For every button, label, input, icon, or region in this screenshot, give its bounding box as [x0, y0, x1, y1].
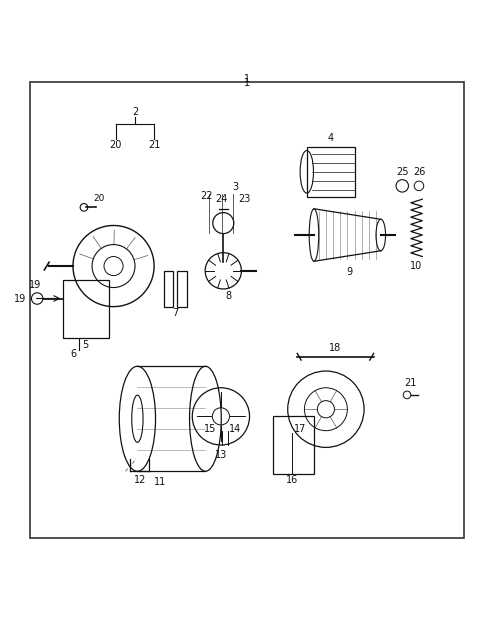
Text: 5: 5: [82, 340, 88, 350]
Text: 26: 26: [413, 167, 425, 177]
Text: 1: 1: [244, 74, 250, 84]
Text: 13: 13: [215, 449, 227, 460]
Text: 24: 24: [216, 194, 228, 204]
Text: 18: 18: [329, 343, 342, 353]
Text: 11: 11: [154, 476, 166, 487]
Text: 1: 1: [244, 78, 250, 88]
Text: 21: 21: [148, 140, 160, 150]
Text: 16: 16: [287, 475, 299, 485]
Text: 22: 22: [200, 191, 213, 201]
Text: 20: 20: [110, 140, 122, 150]
Text: 21: 21: [405, 378, 417, 388]
Text: 20: 20: [94, 194, 105, 203]
Text: 10: 10: [410, 261, 423, 271]
Text: 4: 4: [328, 133, 334, 143]
Bar: [274, 417, 314, 473]
Text: 15: 15: [204, 425, 216, 434]
Bar: [164, 271, 173, 307]
Bar: [63, 281, 109, 337]
Text: 25: 25: [396, 167, 408, 177]
Bar: [307, 146, 355, 197]
Text: 14: 14: [229, 425, 241, 434]
Text: 12: 12: [133, 475, 146, 485]
Text: 7: 7: [172, 308, 179, 318]
Text: 9: 9: [347, 267, 353, 277]
Text: 23: 23: [239, 194, 251, 204]
Text: 17: 17: [293, 425, 306, 434]
Text: 6: 6: [70, 349, 76, 359]
Bar: [177, 271, 187, 307]
Text: 2: 2: [132, 108, 138, 117]
Text: 19: 19: [14, 294, 26, 303]
Text: 8: 8: [225, 290, 231, 300]
Text: 19: 19: [29, 280, 41, 290]
Text: 3: 3: [232, 182, 238, 192]
